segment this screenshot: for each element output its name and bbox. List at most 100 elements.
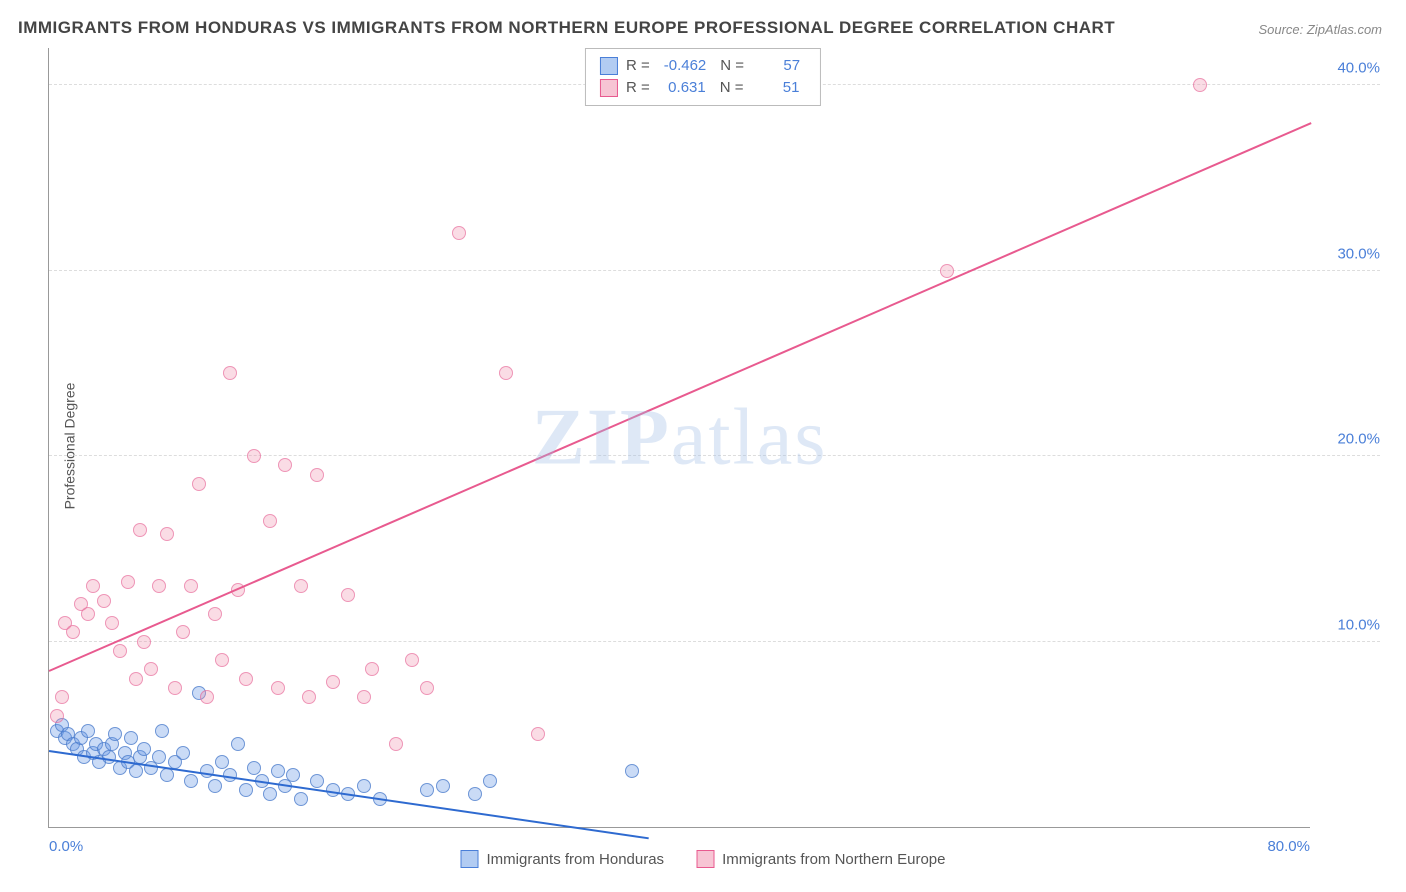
data-point	[405, 653, 419, 667]
n-value: 57	[752, 55, 806, 77]
data-point	[310, 468, 324, 482]
data-point	[108, 727, 122, 741]
data-point	[184, 579, 198, 593]
y-tick-label: 30.0%	[1320, 245, 1380, 262]
data-point	[499, 366, 513, 380]
data-point	[357, 779, 371, 793]
data-point	[341, 588, 355, 602]
data-point	[310, 774, 324, 788]
data-point	[247, 449, 261, 463]
data-point	[208, 607, 222, 621]
data-point	[124, 731, 138, 745]
data-point	[420, 681, 434, 695]
scatter-plot: ZIPatlas 10.0%20.0%30.0%40.0%0.0%80.0%	[48, 48, 1310, 828]
data-point	[483, 774, 497, 788]
data-point	[176, 625, 190, 639]
data-point	[152, 579, 166, 593]
data-point	[420, 783, 434, 797]
watermark: ZIPatlas	[532, 392, 828, 483]
data-point	[168, 681, 182, 695]
legend-item: Immigrants from Northern Europe	[696, 850, 945, 868]
data-point	[137, 742, 151, 756]
data-point	[326, 675, 340, 689]
data-point	[121, 575, 135, 589]
series-legend: Immigrants from Honduras Immigrants from …	[461, 850, 946, 868]
data-point	[200, 690, 214, 704]
data-point	[389, 737, 403, 751]
data-point	[286, 768, 300, 782]
n-label: N =	[720, 55, 744, 77]
r-value: -0.462	[658, 55, 713, 77]
data-point	[357, 690, 371, 704]
data-point	[160, 768, 174, 782]
data-point	[271, 764, 285, 778]
correlation-legend: R = -0.462 N = 57 R = 0.631 N = 51	[585, 48, 821, 106]
data-point	[137, 635, 151, 649]
data-point	[152, 750, 166, 764]
data-point	[223, 366, 237, 380]
data-point	[86, 579, 100, 593]
data-point	[129, 764, 143, 778]
legend-item: Immigrants from Honduras	[461, 850, 665, 868]
data-point	[294, 579, 308, 593]
trend-line	[49, 750, 649, 839]
r-label: R =	[626, 55, 650, 77]
data-point	[208, 779, 222, 793]
legend-label: Immigrants from Honduras	[487, 851, 665, 868]
data-point	[155, 724, 169, 738]
data-point	[50, 709, 64, 723]
data-point	[113, 644, 127, 658]
gridline	[49, 641, 1380, 642]
data-point	[247, 761, 261, 775]
data-point	[192, 477, 206, 491]
data-point	[129, 672, 143, 686]
n-value: 51	[751, 77, 805, 99]
data-point	[231, 737, 245, 751]
data-point	[144, 662, 158, 676]
data-point	[365, 662, 379, 676]
x-tick-label: 80.0%	[1267, 838, 1310, 855]
y-tick-label: 40.0%	[1320, 60, 1380, 77]
y-tick-label: 10.0%	[1320, 616, 1380, 633]
gridline	[49, 270, 1380, 271]
data-point	[81, 724, 95, 738]
legend-row: R = 0.631 N = 51	[600, 77, 806, 99]
data-point	[81, 607, 95, 621]
r-label: R =	[626, 77, 650, 99]
source-attribution: Source: ZipAtlas.com	[1258, 22, 1382, 37]
x-tick-label: 0.0%	[49, 838, 83, 855]
data-point	[625, 764, 639, 778]
data-point	[66, 625, 80, 639]
legend-row: R = -0.462 N = 57	[600, 55, 806, 77]
data-point	[263, 787, 277, 801]
legend-swatch	[696, 850, 714, 868]
data-point	[160, 527, 174, 541]
data-point	[263, 514, 277, 528]
data-point	[468, 787, 482, 801]
legend-swatch	[461, 850, 479, 868]
data-point	[940, 264, 954, 278]
legend-swatch	[600, 57, 618, 75]
r-value: 0.631	[658, 77, 712, 99]
data-point	[176, 746, 190, 760]
legend-swatch	[600, 79, 618, 97]
data-point	[278, 458, 292, 472]
y-tick-label: 20.0%	[1320, 431, 1380, 448]
n-label: N =	[720, 77, 744, 99]
data-point	[452, 226, 466, 240]
data-point	[97, 594, 111, 608]
data-point	[215, 755, 229, 769]
data-point	[294, 792, 308, 806]
data-point	[55, 690, 69, 704]
data-point	[531, 727, 545, 741]
data-point	[271, 681, 285, 695]
data-point	[105, 616, 119, 630]
trend-line	[49, 122, 1312, 672]
data-point	[239, 783, 253, 797]
chart-title: IMMIGRANTS FROM HONDURAS VS IMMIGRANTS F…	[18, 18, 1115, 38]
data-point	[239, 672, 253, 686]
data-point	[184, 774, 198, 788]
legend-label: Immigrants from Northern Europe	[722, 851, 945, 868]
data-point	[1193, 78, 1207, 92]
data-point	[436, 779, 450, 793]
